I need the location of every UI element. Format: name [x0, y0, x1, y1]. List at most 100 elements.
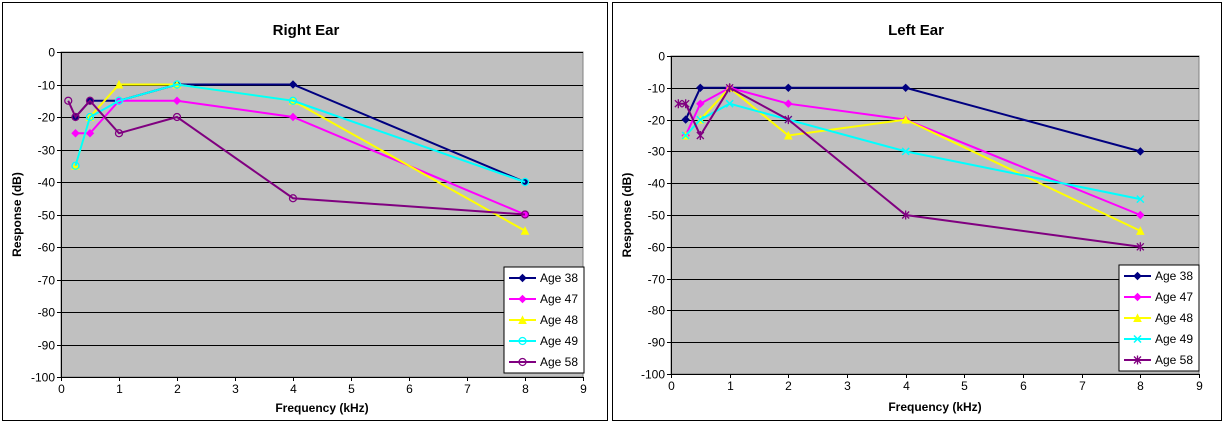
data-point: [71, 112, 80, 122]
x-tick-label: 4: [903, 379, 910, 393]
y-tick-label: -50: [648, 209, 666, 223]
series-age-49: [681, 99, 1145, 204]
y-tick-label: -60: [648, 241, 666, 255]
x-tick-label: 8: [522, 382, 529, 396]
data-point: [1136, 242, 1145, 252]
series-line: [67, 99, 526, 216]
data-point: [172, 112, 182, 122]
data-point: [1136, 210, 1145, 220]
y-tick-label: -30: [38, 144, 56, 158]
data-point: [288, 194, 298, 203]
x-tick-label: 4: [290, 382, 297, 396]
data-point: [901, 114, 910, 124]
legend-swatch-marker: [518, 357, 527, 367]
legend-swatch-marker: [518, 336, 527, 346]
y-axis-title: Response (dB): [10, 172, 24, 257]
legend-swatch-marker: [1133, 313, 1142, 322]
y-tick-label: -20: [648, 114, 666, 128]
chart-panel-right-ear: Right Ear 0 -10 -20 -30 -40 -50 -60 -70 -80 -90 -10…: [2, 2, 608, 421]
data-point: [114, 96, 124, 105]
data-point: [901, 210, 910, 220]
y-tick-label: -100: [31, 371, 55, 385]
data-point: [71, 129, 80, 138]
data-point: [725, 83, 734, 93]
legend-label: Age 49: [1155, 332, 1193, 346]
y-axis-title: Response (dB): [620, 173, 634, 258]
data-point: [784, 130, 793, 140]
x-tick-label: 7: [1079, 379, 1086, 393]
legend-swatch-marker: [1133, 355, 1142, 365]
data-point: [114, 129, 124, 138]
data-point: [696, 131, 705, 140]
x-axis-title: Frequency (kHz): [275, 401, 368, 415]
data-point: [784, 99, 793, 108]
data-point: [681, 99, 690, 109]
series-age-47: [71, 96, 530, 219]
data-point: [288, 80, 298, 89]
y-tick-label: 0: [48, 46, 55, 60]
left-ear-chart: Left Ear 0 -10 -20 -30 -40 -50 -60 -70 -80 -90 -100…: [620, 22, 1203, 414]
legend: Age 38 Age 47 Age 48 Age 49 Age 58: [1118, 264, 1200, 372]
data-point: [674, 99, 683, 109]
data-point: [64, 96, 73, 105]
x-tick-label: 3: [232, 382, 239, 396]
legend-label: Age 47: [1155, 290, 1193, 304]
legend-label: Age 58: [1155, 353, 1193, 367]
y-tick-label: -80: [648, 304, 666, 318]
data-point: [520, 177, 530, 187]
data-point: [696, 83, 705, 93]
legend-swatch-marker: [518, 294, 527, 304]
legend-label: Age 38: [540, 271, 578, 285]
legend-label: Age 48: [1155, 311, 1193, 325]
x-tick-label: 6: [1020, 379, 1027, 393]
legend-swatch-marker: [518, 315, 527, 324]
series-line: [684, 86, 1141, 216]
data-point: [1136, 226, 1145, 235]
data-point: [85, 112, 95, 122]
data-point: [520, 210, 530, 219]
x-tick-label: 0: [668, 379, 675, 393]
y-tick-label: -40: [38, 176, 56, 190]
data-point: [681, 115, 690, 124]
legend-label: Age 48: [540, 313, 578, 327]
data-point: [696, 99, 705, 108]
data-point: [85, 96, 95, 105]
data-point: [520, 226, 530, 235]
data-point: [85, 129, 95, 138]
y-tick-label: -50: [38, 209, 56, 223]
x-tick-label: 1: [116, 382, 123, 396]
data-point: [1136, 147, 1145, 156]
series-age-49: [71, 80, 530, 187]
data-point: [681, 131, 690, 140]
legend-swatch-marker: [1133, 292, 1142, 302]
y-tick-label: -80: [38, 306, 56, 320]
legend-label: Age 47: [540, 292, 578, 306]
legend-swatch-marker: [1133, 271, 1142, 281]
y-tick-label: -10: [648, 82, 666, 96]
y-tick-label: -60: [38, 241, 56, 255]
x-tick-label: 9: [1196, 379, 1203, 393]
y-tick-label: -70: [648, 273, 666, 287]
data-point: [172, 96, 182, 105]
series-age-58: [64, 96, 530, 219]
x-tick-label: 8: [1137, 379, 1144, 393]
x-tick-label: 7: [464, 382, 471, 396]
x-tick-label: 5: [348, 382, 355, 396]
x-tick-label: 2: [174, 382, 181, 396]
x-axis-title: Frequency (kHz): [888, 400, 981, 414]
legend-label: Age 49: [540, 334, 578, 348]
legend-swatch-marker: [1133, 334, 1142, 344]
data-point: [288, 112, 298, 122]
data-point: [725, 99, 734, 108]
data-point: [696, 115, 705, 124]
x-tick-label: 0: [58, 382, 65, 396]
data-point: [784, 83, 793, 93]
x-tick-label: 1: [727, 379, 734, 393]
right-ear-chart: Right Ear 0 -10 -20 -30 -40 -50 -60 -70 -80 -90 -10…: [10, 22, 587, 415]
x-tick-label: 2: [785, 379, 792, 393]
y-tick-label: -70: [38, 274, 56, 288]
series-line: [684, 86, 1141, 153]
data-point: [1136, 195, 1145, 204]
data-point: [71, 161, 80, 170]
x-tick-label: 3: [844, 379, 851, 393]
